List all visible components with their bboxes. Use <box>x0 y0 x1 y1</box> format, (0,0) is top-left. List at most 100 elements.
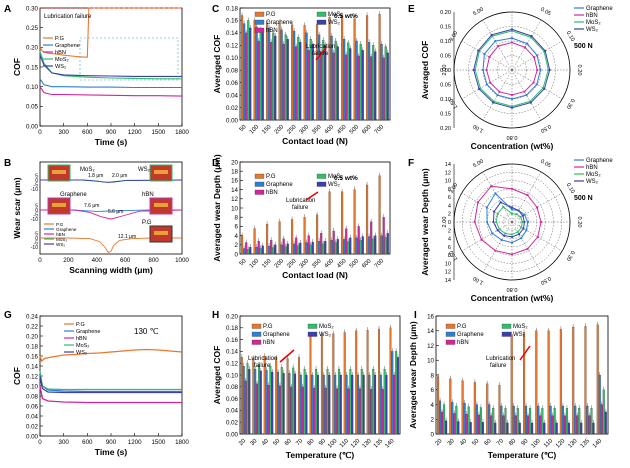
y-tick-label: 0.12 <box>26 373 39 380</box>
y-tick-label: 0.16 <box>26 353 39 360</box>
x-tick-label: 90 <box>318 438 327 447</box>
series-line <box>39 78 182 89</box>
bar <box>541 408 544 435</box>
polar-point <box>532 81 535 84</box>
polar-point <box>548 68 551 72</box>
x-tick-label: 1500 <box>151 439 165 446</box>
y-tick-label: 0.10 <box>226 55 239 62</box>
polar-point <box>488 55 491 59</box>
y-tick-label: 0.08 <box>226 68 239 75</box>
y-tick-label: 20 <box>231 159 238 166</box>
bar <box>537 405 540 435</box>
radial-tick-label: 12 <box>445 270 451 276</box>
bar <box>259 370 262 435</box>
polar-point <box>510 253 514 256</box>
wear-track <box>154 231 168 235</box>
y-tick-label: 5 <box>35 232 38 238</box>
polar-point <box>498 228 501 231</box>
y-tick-label: 12 <box>427 343 434 350</box>
y-tick-label: 0.02 <box>26 423 39 430</box>
polar-point <box>481 68 485 72</box>
polar-point <box>473 220 476 224</box>
polar-point <box>526 247 529 251</box>
radial-tick-label: 0.10 <box>440 97 451 103</box>
x-tick-label: 70 <box>295 438 304 447</box>
plot-frame <box>39 161 183 255</box>
legend-swatch <box>316 173 327 179</box>
bar <box>241 235 244 255</box>
radial-tick-label: 0.00 <box>440 68 451 74</box>
x-tick-label: 200 <box>274 124 286 136</box>
x-tick-label: 50 <box>272 438 281 447</box>
bar <box>299 242 302 255</box>
y-tick-label: 0.14 <box>226 349 239 356</box>
y-tick-label: 10 <box>231 205 238 212</box>
polar-angle-label: 0.80 <box>507 134 518 140</box>
radial-tick-label: 6 <box>448 245 451 251</box>
bar <box>445 420 448 435</box>
x-tick-label: 400 <box>324 124 336 136</box>
polar-point <box>517 209 520 212</box>
bar <box>349 369 352 435</box>
legend-swatch <box>445 339 456 345</box>
legend-swatch <box>254 189 265 195</box>
depth-label: 2.0 μm <box>112 173 127 179</box>
legend-label: Graphene <box>457 332 484 338</box>
polar-angle-label: 1.00 <box>472 275 484 286</box>
polar-point <box>490 185 493 188</box>
x-tick-label: 130 <box>362 438 374 450</box>
x-tick-label: 100 <box>249 124 261 136</box>
x-tick-label: 400 <box>92 257 103 264</box>
polar-point <box>536 206 539 209</box>
bar <box>355 40 358 121</box>
bar <box>362 374 365 435</box>
polar-spoke <box>511 19 542 71</box>
bar <box>451 402 454 435</box>
load-label: 500 N <box>574 195 593 202</box>
polar-spoke <box>511 69 563 100</box>
x-axis-label: Contact load (N) <box>282 270 348 280</box>
y-tick-label: 0.02 <box>226 420 239 427</box>
polar-point <box>477 49 480 52</box>
legend-label: P.G <box>55 36 64 42</box>
bar <box>278 23 281 121</box>
bar <box>253 228 256 255</box>
bar <box>366 330 369 435</box>
series-line <box>39 86 183 97</box>
legend-label: WS₂ <box>513 332 526 338</box>
bar <box>370 56 373 121</box>
radial-tick-label: 2 <box>448 228 451 234</box>
bar <box>252 358 255 435</box>
x-tick-label: 130 <box>567 438 579 450</box>
y-tick-label: 0.10 <box>226 372 239 379</box>
bar <box>277 371 280 435</box>
polar-point <box>533 56 536 59</box>
bar <box>286 39 289 121</box>
bar <box>567 422 570 435</box>
bar <box>551 415 554 435</box>
bar <box>253 20 256 121</box>
bar <box>502 415 505 435</box>
polar-point <box>476 201 480 204</box>
bar <box>254 369 257 435</box>
y-tick-label: 0.00 <box>226 117 239 124</box>
legend-swatch <box>316 181 327 187</box>
x-tick-label: 120 <box>350 438 362 450</box>
x-tick-label: 300 <box>299 258 311 270</box>
x-tick-label: 50 <box>471 438 480 447</box>
bar <box>555 422 558 435</box>
bar <box>385 374 388 435</box>
legend-swatch <box>251 331 262 337</box>
bar <box>295 46 298 121</box>
polar-point <box>526 42 529 45</box>
bar <box>243 23 246 121</box>
polar-point <box>539 220 543 224</box>
bar <box>386 52 389 121</box>
polar-ring <box>497 55 527 85</box>
bar <box>504 408 507 435</box>
y-axis-label: Averaged wear Depth (μm) <box>408 321 418 429</box>
polar-point <box>522 227 525 230</box>
bar <box>345 228 348 255</box>
polar-point <box>496 212 499 215</box>
x-tick-label: 700 <box>374 258 386 270</box>
